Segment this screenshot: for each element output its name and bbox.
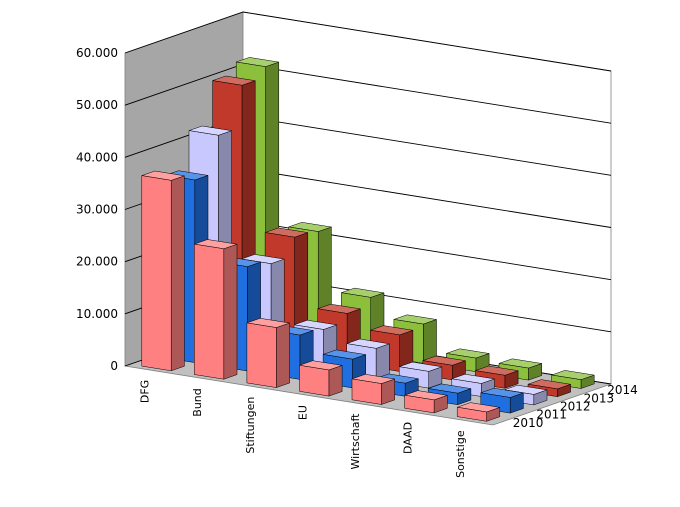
y-tick-label: 30.000 [76,203,118,217]
bar [404,390,448,414]
gridline [124,11,612,72]
bar-area [141,57,595,422]
bar-front-face [551,374,582,389]
bar-side-face [276,322,290,388]
series-label: 2011 [536,408,567,422]
axis-labels: 0 10.000 20.000 30.000 40.000 50.000 60.000 DFG… [76,46,638,478]
bar-front-face [456,406,487,422]
series-label: 2013 [584,391,615,405]
bar [456,402,501,422]
category-label: DFG [139,380,152,403]
y-tick-label: 0 [110,359,118,373]
y-tick-label: 10.000 [76,307,118,321]
bar-front-face [299,365,330,397]
bar [141,170,185,372]
bar [551,370,595,389]
series-label: 2014 [607,383,638,397]
category-label: Stiftungen [244,397,257,454]
y-tick-label: 20.000 [76,255,118,269]
bar [246,318,290,388]
bar-front-face [194,243,225,380]
bar-front-face [246,322,277,388]
y-tick-label: 40.000 [76,150,118,164]
y-tick-label: 50.000 [76,98,118,112]
bar [194,239,238,380]
category-label: EU [296,405,309,420]
y-tick-label: 60.000 [76,46,118,60]
bar-front-face [351,378,382,405]
bar-side-face [328,365,343,397]
category-label: DAAD [402,422,415,454]
bar-front-face [404,394,435,414]
category-label: Sonstige [454,430,467,478]
bar-side-face [170,175,185,372]
category-label: Wirtschaft [349,413,362,470]
bar-side-face [223,243,238,380]
category-label: Bund [191,388,204,416]
bar [351,374,395,405]
series-label: 2010 [513,416,544,430]
bar-front-face [141,175,172,372]
series-label: 2012 [560,400,591,414]
bar [299,360,343,397]
